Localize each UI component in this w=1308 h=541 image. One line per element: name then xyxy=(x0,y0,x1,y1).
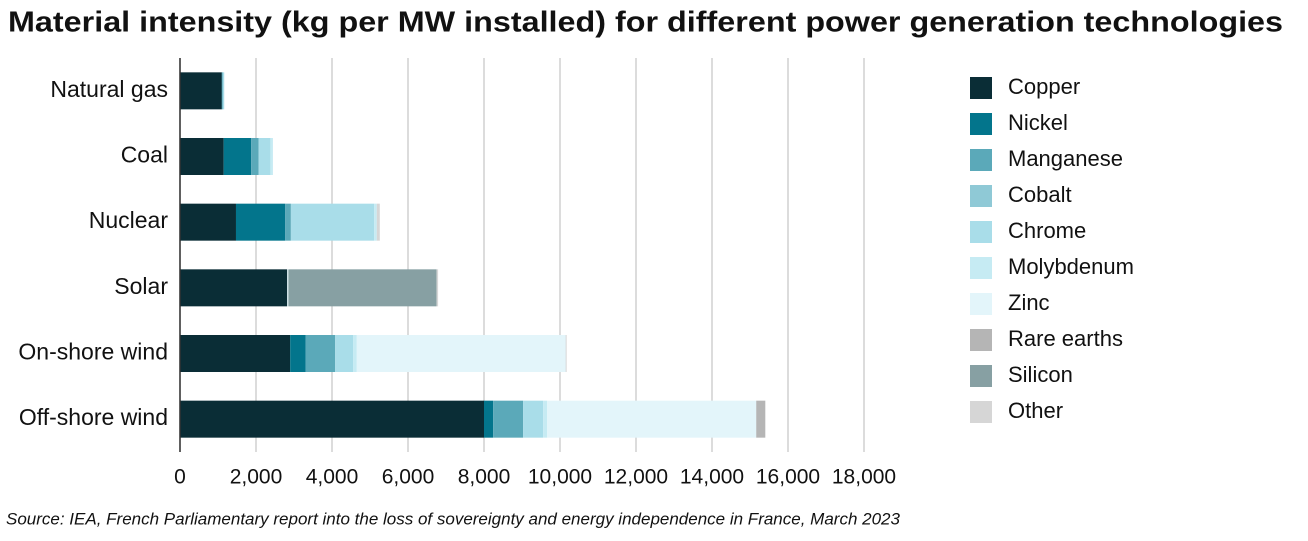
x-tick-label: 10,000 xyxy=(528,466,592,489)
bar-segment xyxy=(543,400,548,438)
bar-segment xyxy=(180,72,222,110)
legend-swatch xyxy=(970,293,992,315)
legend-swatch xyxy=(970,149,992,171)
legend-swatch xyxy=(970,221,992,243)
bar-segment xyxy=(223,138,252,175)
legend-label: Silicon xyxy=(1008,362,1073,387)
bar-segment xyxy=(180,269,288,307)
bar-segment xyxy=(290,203,375,241)
bar-segment xyxy=(335,335,354,372)
chart-title: Material intensity (kg per MW installed)… xyxy=(8,7,1283,39)
legend-label: Molybdenum xyxy=(1008,254,1134,279)
bar-segment xyxy=(565,335,567,372)
bar-segment xyxy=(436,269,439,307)
y-tick-label: Off-shore wind xyxy=(19,404,168,430)
bar-segment xyxy=(270,138,273,175)
bar-segment xyxy=(376,203,380,241)
bar-segment xyxy=(523,400,544,438)
x-tick-label: 0 xyxy=(174,466,186,489)
legend-swatch xyxy=(970,329,992,351)
legend-label: Zinc xyxy=(1008,290,1050,315)
x-tick-label: 8,000 xyxy=(458,466,511,489)
bar-segment xyxy=(285,203,291,241)
y-tick-label: Nuclear xyxy=(89,207,169,233)
bar-segment xyxy=(547,400,757,438)
x-tick-label: 6,000 xyxy=(382,466,435,489)
y-tick-label: Solar xyxy=(114,273,168,299)
bar-segment xyxy=(235,203,286,241)
legend-swatch xyxy=(970,113,992,135)
legend-swatch xyxy=(970,365,992,387)
legend-label: Copper xyxy=(1008,74,1080,99)
bar-segment xyxy=(180,203,236,241)
bar-segment xyxy=(756,400,766,438)
bar-segment xyxy=(180,400,484,438)
legend-swatch xyxy=(970,185,992,207)
bar-segment xyxy=(222,72,225,110)
legend-label: Chrome xyxy=(1008,218,1086,243)
x-tick-label: 12,000 xyxy=(604,466,668,489)
bar-segment xyxy=(484,400,494,438)
bar-segment xyxy=(305,335,336,372)
bar-segment xyxy=(290,335,306,372)
x-tick-label: 18,000 xyxy=(832,466,896,489)
x-tick-label: 4,000 xyxy=(306,466,359,489)
legend-label: Cobalt xyxy=(1008,182,1072,207)
y-tick-label: On-shore wind xyxy=(18,339,168,365)
x-tick-label: 2,000 xyxy=(230,466,283,489)
source-note: Source: IEA, French Parliamentary report… xyxy=(6,509,900,528)
legend-swatch xyxy=(970,77,992,99)
y-tick-label: Natural gas xyxy=(50,76,168,102)
legend-swatch xyxy=(970,257,992,279)
bar-segment xyxy=(258,138,271,175)
legend-label: Other xyxy=(1008,398,1063,423)
legend-label: Rare earths xyxy=(1008,326,1123,351)
legend-label: Nickel xyxy=(1008,110,1068,135)
bar-segment xyxy=(288,269,437,307)
bar-segment xyxy=(221,72,223,110)
bar-segment xyxy=(251,138,259,175)
bar-segment xyxy=(353,335,357,372)
y-tick-label: Coal xyxy=(121,142,168,168)
bar-segment xyxy=(180,335,291,372)
x-tick-label: 14,000 xyxy=(680,466,744,489)
bar-segment xyxy=(374,203,377,241)
legend-label: Manganese xyxy=(1008,146,1123,171)
bar-segment xyxy=(356,335,566,372)
bar-segment xyxy=(180,138,224,175)
bar-segment xyxy=(493,400,524,438)
x-tick-label: 16,000 xyxy=(756,466,820,489)
bar-segment xyxy=(287,269,289,307)
legend-swatch xyxy=(970,401,992,423)
